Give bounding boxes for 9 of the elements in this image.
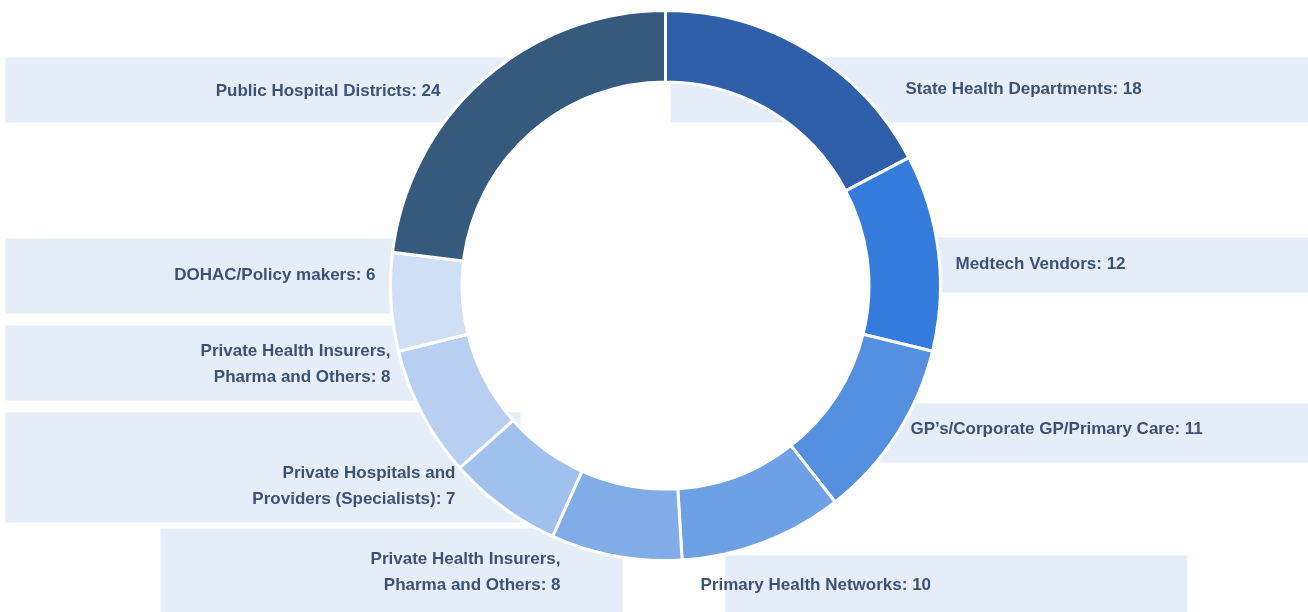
data-label: Private Hospitals and Providers (Specialists): 7	[252, 462, 456, 509]
data-label: Primary Health Networks: 10	[700, 574, 932, 594]
data-label: Public Hospital Districts: 24	[215, 80, 442, 100]
data-label: GP’s/Corporate GP/Primary Care: 11	[910, 418, 1203, 438]
data-label: Medtech Vendors: 12	[955, 253, 1126, 273]
data-label: Private Health Insurers, Pharma and Others: 8	[200, 340, 391, 387]
data-label: State Health Departments: 18	[905, 78, 1142, 98]
data-label: DOHAC/Policy makers: 6	[174, 264, 376, 284]
data-label: Private Health Insurers, Pharma and Others: 8	[370, 548, 561, 595]
